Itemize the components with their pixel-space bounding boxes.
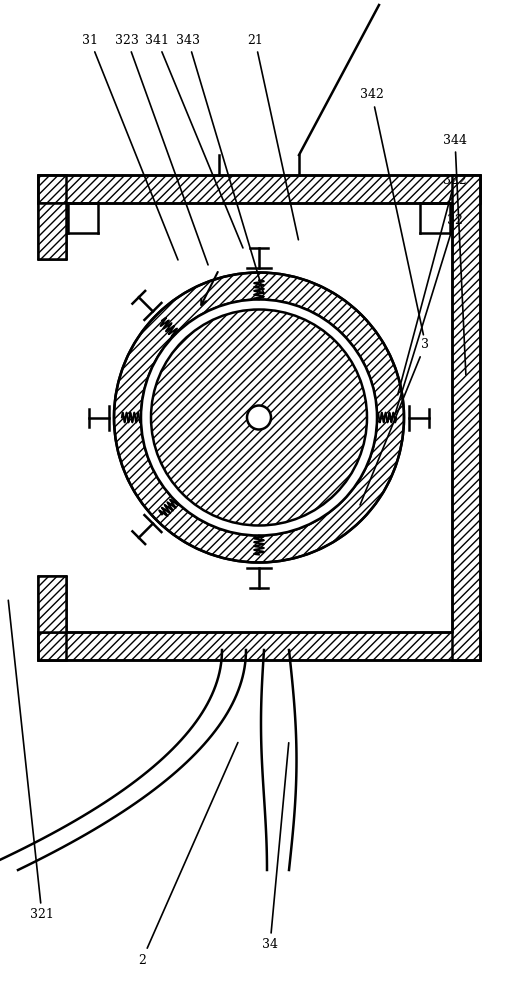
Circle shape: [151, 310, 367, 526]
Polygon shape: [38, 203, 66, 259]
Text: 321: 321: [8, 600, 54, 922]
Text: 341: 341: [145, 33, 243, 248]
Text: 322: 322: [398, 174, 467, 395]
Text: 342: 342: [360, 89, 424, 335]
Polygon shape: [38, 632, 66, 660]
Text: 32: 32: [395, 214, 463, 415]
Text: 323: 323: [115, 33, 208, 265]
Circle shape: [247, 406, 271, 430]
Polygon shape: [38, 175, 66, 203]
Text: 21: 21: [247, 33, 298, 240]
Text: 3: 3: [360, 338, 429, 505]
Text: 343: 343: [176, 33, 263, 292]
Text: 34: 34: [262, 743, 289, 952]
Text: 31: 31: [82, 33, 178, 260]
Polygon shape: [38, 632, 480, 660]
Polygon shape: [38, 175, 480, 203]
PathPatch shape: [114, 273, 404, 562]
Text: 2: 2: [138, 743, 238, 966]
Text: 344: 344: [443, 133, 467, 375]
Polygon shape: [452, 175, 480, 660]
Polygon shape: [38, 576, 66, 632]
Circle shape: [141, 300, 377, 536]
